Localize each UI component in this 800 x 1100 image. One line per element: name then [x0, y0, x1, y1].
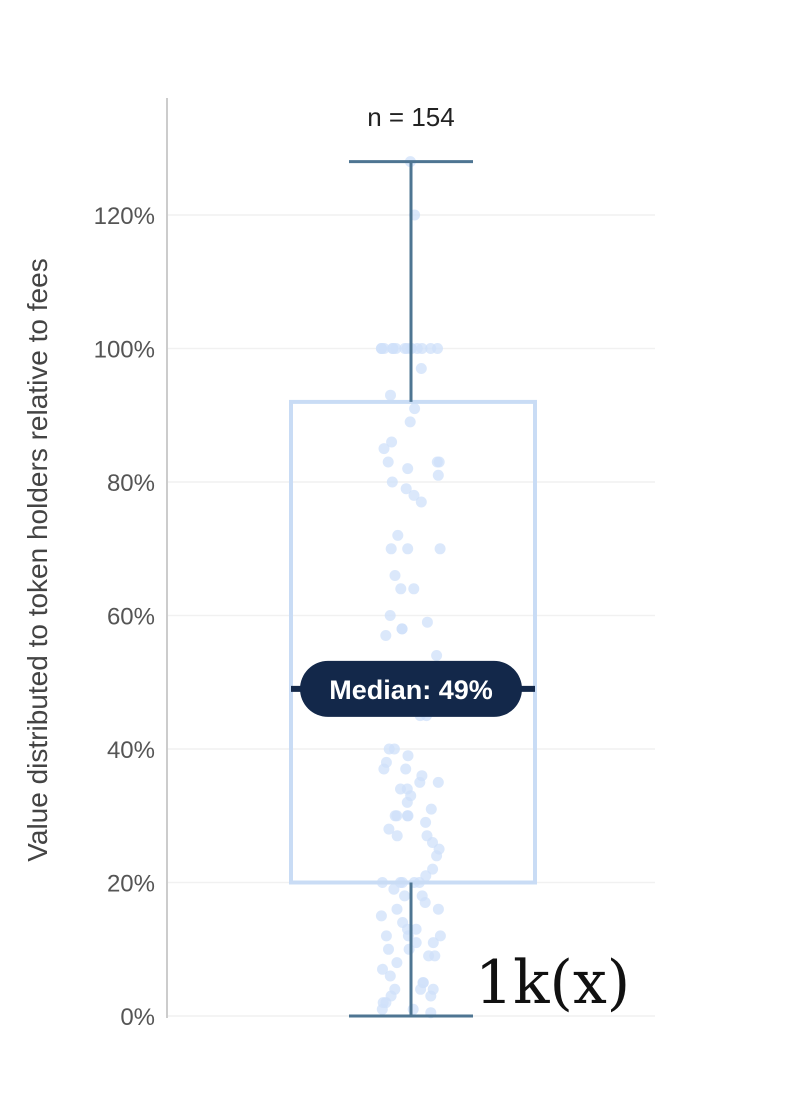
data-point: [425, 990, 437, 1002]
data-point: [419, 897, 431, 908]
median-badge-background: [300, 660, 522, 717]
data-point: [432, 469, 444, 481]
data-point: [414, 776, 426, 788]
data-point: [377, 963, 388, 975]
data-point: [401, 810, 413, 822]
data-point: [402, 463, 414, 475]
data-point: [391, 903, 403, 915]
data-point: [408, 583, 420, 595]
data-point: [386, 476, 398, 488]
data-point: [395, 583, 407, 595]
data-point: [401, 796, 413, 808]
data-point: [384, 970, 396, 982]
y-tick-label: 0%: [120, 1004, 155, 1031]
data-point: [388, 883, 400, 895]
data-point: [378, 443, 390, 455]
data-point: [376, 1003, 388, 1015]
data-point: [402, 543, 414, 555]
data-point: [415, 983, 427, 995]
data-point: [391, 957, 403, 969]
y-tick-label: 120%: [94, 203, 155, 230]
data-point: [410, 923, 422, 935]
y-tick-label: 60%: [107, 604, 155, 631]
sample-size-label: n = 154: [367, 102, 454, 132]
data-point: [434, 930, 446, 942]
median-label: Median: 49%: [329, 675, 493, 705]
formula-annotation: 1k(x): [475, 948, 630, 1018]
y-tick-label: 40%: [107, 737, 155, 764]
data-point: [380, 630, 392, 641]
data-point: [427, 863, 439, 875]
data-point: [410, 937, 422, 949]
data-point: [404, 416, 416, 428]
data-points: [375, 156, 446, 1019]
data-point: [432, 903, 444, 915]
y-tick-label: 80%: [107, 470, 155, 497]
data-point: [383, 823, 395, 835]
data-point: [385, 543, 397, 555]
data-point: [396, 623, 408, 635]
data-point: [392, 529, 404, 541]
y-tick-labels: 0% 20% 40% 60% 80% 100% 120%: [94, 203, 155, 1031]
data-point: [400, 483, 412, 495]
y-tick-label: 20%: [107, 871, 155, 898]
data-point: [415, 363, 427, 374]
data-point: [399, 890, 411, 902]
data-point: [384, 610, 396, 621]
data-point: [391, 830, 403, 842]
data-point: [402, 750, 414, 762]
data-point: [400, 763, 412, 775]
data-point: [432, 776, 444, 788]
median-badge: Median: 49%: [300, 660, 522, 717]
data-point: [431, 650, 443, 661]
data-point: [434, 543, 446, 555]
data-point: [427, 937, 439, 949]
data-point: [408, 489, 420, 501]
data-point: [380, 930, 392, 942]
data-point: [415, 496, 427, 508]
data-point: [375, 343, 387, 354]
data-point: [389, 570, 401, 581]
data-point: [382, 456, 394, 468]
data-point: [403, 943, 415, 955]
data-point: [409, 403, 421, 415]
data-point: [389, 810, 401, 822]
data-point: [425, 803, 437, 815]
data-point: [386, 436, 398, 448]
data-point: [425, 343, 437, 354]
data-point: [375, 910, 387, 922]
data-point: [431, 850, 443, 862]
data-point: [383, 943, 394, 955]
iqr-box: [289, 399, 537, 885]
y-axis-title: Value distributed to token holders relat…: [22, 258, 53, 861]
data-point: [416, 343, 428, 354]
y-tick-label: 100%: [94, 337, 155, 364]
data-point: [429, 950, 441, 962]
data-point: [385, 389, 396, 401]
data-point: [387, 343, 398, 354]
data-point: [388, 743, 400, 755]
data-point: [378, 763, 390, 775]
data-point: [407, 1003, 419, 1015]
data-point: [421, 616, 433, 628]
data-point: [433, 456, 445, 468]
data-point: [420, 816, 432, 828]
